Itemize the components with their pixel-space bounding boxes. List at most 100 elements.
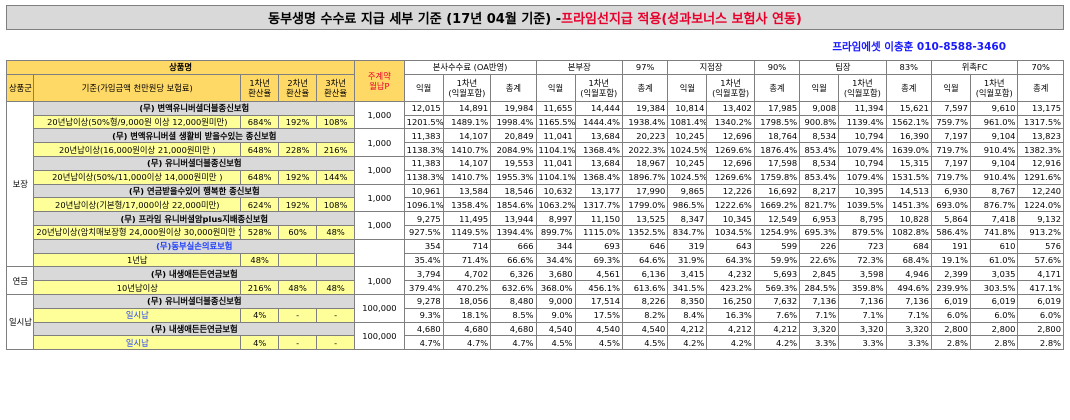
percent-cell: 456.1% — [574, 280, 623, 295]
amount-cell: 4,171 — [1017, 266, 1064, 282]
header-block-fc-pct: 70% — [1017, 60, 1064, 75]
amount-cell: 12,015 — [403, 100, 444, 116]
percent-cell: 1358.4% — [442, 197, 492, 213]
percent-cell: 34.4% — [535, 252, 576, 268]
amount-cell: 6,930 — [930, 183, 971, 199]
amount-cell: 6,136 — [621, 266, 669, 282]
criteria-cell: 일시납 — [33, 307, 242, 323]
percent-cell: 1082.8% — [885, 224, 932, 240]
percent-cell: 1201.5% — [403, 114, 444, 130]
amount-cell: 10,961 — [403, 183, 444, 199]
percent-cell: 1104.1% — [535, 142, 576, 157]
amount-cell: 16,250 — [706, 293, 755, 309]
amount-cell: 14,891 — [442, 100, 492, 116]
table-row: (무) 연금받을수있어 행복한 종신보험 1,000 10,961 13,584 18,… — [7, 183, 1064, 213]
percent-cell: 1562.1% — [885, 114, 932, 130]
amount-cell: 576 — [1017, 238, 1064, 254]
percent-cell: 4.2% — [667, 335, 708, 351]
percent-cell: 423.2% — [706, 280, 755, 295]
amount-cell: 684 — [885, 238, 932, 254]
percent-cell: 695.3% — [799, 224, 840, 240]
amount-cell: 4,212 — [753, 321, 801, 337]
percent-cell: 1039.5% — [838, 197, 887, 213]
amount-cell: 319 — [667, 238, 708, 254]
table-row: 379.4% 470.2% 632.6% 368.0% 456.1% 613.6% 341.… — [7, 280, 1064, 295]
amount-cell: 10,395 — [838, 183, 887, 199]
amount-cell: 693 — [574, 238, 623, 254]
amount-cell: 18,967 — [621, 155, 669, 171]
header-sub-s3: 총계 — [753, 73, 801, 102]
percent-cell: 71.4% — [442, 252, 492, 268]
amount-cell: 6,019 — [1017, 293, 1064, 309]
percent-cell: 494.6% — [885, 280, 932, 295]
amount-cell: 9,610 — [969, 100, 1019, 116]
amount-cell: 646 — [621, 238, 669, 254]
percent-cell: 7.1% — [838, 307, 887, 323]
percent-cell: 613.6% — [621, 280, 669, 295]
percent-cell: 719.7% — [930, 142, 971, 157]
percent-cell: 6.0% — [1017, 307, 1064, 323]
percent-cell: 1340.2% — [706, 114, 755, 130]
amount-cell: 7,197 — [930, 155, 971, 171]
amount-cell: 4,702 — [442, 266, 492, 282]
rate-cell: 144% — [316, 169, 356, 185]
percent-cell: 834.7% — [667, 224, 708, 240]
amount-cell: 12,696 — [706, 155, 755, 171]
rate-cell: 48% — [316, 224, 356, 240]
header-sub-s2: 1차년 (익월포함) — [838, 73, 887, 102]
header-year3: 3차년 환산율 — [316, 73, 356, 102]
premium-value: 1,000 — [354, 128, 405, 157]
table-row: 1138.3% 1410.7% 1955.3% 1104.1% 1368.4% 1896.… — [7, 169, 1064, 185]
amount-cell: 12,916 — [1017, 155, 1064, 171]
percent-cell: 1317.5% — [1017, 114, 1064, 130]
percent-cell: 68.4% — [885, 252, 932, 268]
percent-cell: 19.1% — [930, 252, 971, 268]
amount-cell: 17,514 — [574, 293, 623, 309]
percent-cell: 1081.4% — [667, 114, 708, 130]
percent-cell: 1165.5% — [535, 114, 576, 130]
amount-cell: 7,597 — [930, 100, 971, 116]
header-main-premium-text: 주계약 월납P — [367, 70, 391, 91]
amount-cell: 4,680 — [442, 321, 492, 337]
commission-table: 상품명 주계약 월납P 본사수수료 (OA반영) 본부장 97% 지점장 90%… — [5, 60, 1064, 351]
amount-cell: 9,278 — [403, 293, 444, 309]
amount-cell: 2,845 — [799, 266, 840, 282]
percent-cell: 4.5% — [621, 335, 669, 351]
percent-cell: 7.1% — [885, 307, 932, 323]
percent-cell: 719.7% — [930, 169, 971, 185]
rate-cell: 4% — [240, 307, 280, 323]
header-main-premium: 주계약 월납P — [354, 60, 405, 102]
table-row: 보장 (무) 변액유니버셜더블종신보험 1,000 12,015 14,891 19,98… — [5, 100, 1064, 268]
percent-cell: 1489.1% — [442, 114, 492, 130]
amount-cell: 10,828 — [885, 211, 932, 226]
amount-cell: 4,212 — [706, 321, 755, 337]
amount-cell: 5,693 — [753, 266, 801, 282]
amount-cell: 226 — [799, 238, 840, 254]
percent-cell: 18.1% — [442, 307, 492, 323]
percent-cell: 1368.4% — [574, 142, 623, 157]
percent-cell: 1798.5% — [753, 114, 801, 130]
header-product-name: 상품명 — [5, 60, 356, 75]
amount-cell: 4,540 — [574, 321, 623, 337]
amount-cell: 8,217 — [799, 183, 840, 199]
amount-cell: 18,764 — [753, 128, 801, 144]
amount-cell: 15,621 — [885, 100, 932, 116]
amount-cell: 8,534 — [799, 155, 840, 171]
amount-cell: 714 — [442, 238, 492, 254]
percent-cell: 2.8% — [969, 335, 1019, 351]
product-name: (무) 변액유니버셜더블종신보험 — [33, 100, 356, 116]
amount-cell: 9,865 — [667, 183, 708, 199]
percent-cell: 986.5% — [667, 197, 708, 213]
rate-cell — [278, 252, 318, 268]
amount-cell: 2,800 — [1017, 321, 1064, 337]
table-row: 일시납 (무) 유니버셜더블종신보험 100,000 9,278 18,056 8,480… — [5, 293, 1064, 351]
rate-cell: 684% — [240, 114, 280, 130]
rate-cell: 60% — [278, 224, 318, 240]
percent-cell: 4.2% — [753, 335, 801, 351]
amount-cell: 10,245 — [667, 155, 708, 171]
amount-cell: 191 — [930, 238, 971, 254]
rate-cell: 192% — [278, 169, 318, 185]
amount-cell: 643 — [706, 238, 755, 254]
amount-cell: 610 — [969, 238, 1019, 254]
percent-cell: 1876.4% — [753, 142, 801, 157]
